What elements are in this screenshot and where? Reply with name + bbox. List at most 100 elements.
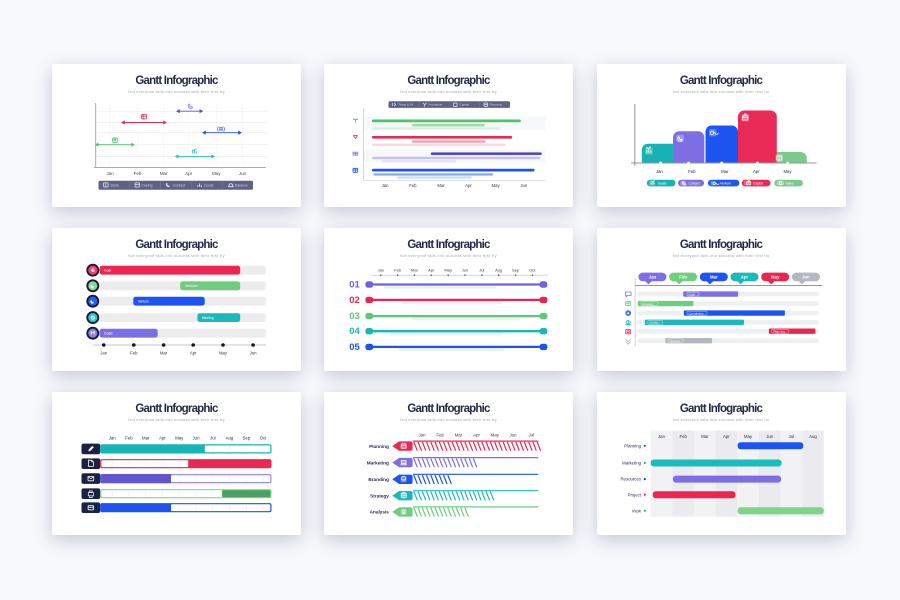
svg-text:Mar: Mar [709, 275, 717, 280]
svg-text:Contact: Contact [688, 181, 699, 185]
svg-text:Planning: Planning [624, 443, 641, 448]
svg-text:Temp & All: Temp & All [399, 103, 414, 107]
svg-text:Branding: Branding [368, 477, 389, 482]
svg-text:(⚖): (⚖) [217, 126, 225, 132]
svg-text:May: May [212, 171, 221, 176]
svg-text:Jun: Jun [239, 171, 247, 176]
svg-text:Apr: Apr [190, 351, 197, 356]
svg-text:Quality: Quality [649, 321, 659, 325]
svg-text:Jan: Jan [378, 267, 384, 272]
svg-text:Mar: Mar [455, 433, 463, 438]
svg-text:Mar: Mar [701, 434, 709, 439]
svg-text:Venture: Venture [669, 339, 680, 343]
svg-text:Apr: Apr [723, 434, 730, 439]
svg-text:Jun: Jun [510, 433, 518, 438]
svg-text:Aug: Aug [495, 267, 502, 272]
svg-text:Jul: Jul [210, 435, 216, 440]
svg-text:Apr: Apr [465, 183, 472, 188]
svg-text:Feb: Feb [125, 435, 133, 440]
svg-text:May: May [219, 351, 228, 356]
svg-text:Jan: Jan [419, 433, 427, 438]
svg-text:Aug: Aug [226, 435, 234, 440]
svg-text:Feb: Feb [130, 351, 138, 356]
svg-text:Animation: Animation [429, 103, 443, 107]
svg-text:Jul: Jul [479, 267, 484, 272]
svg-text:Feb: Feb [436, 433, 444, 438]
svg-text:Goals: Goals [204, 184, 213, 188]
svg-text:Sales: Sales [785, 181, 793, 185]
svg-text:Feb: Feb [688, 169, 696, 174]
svg-text:Feb: Feb [679, 434, 687, 439]
svg-text:Goals: Goals [104, 332, 113, 336]
svg-text:Planning: Planning [773, 329, 785, 333]
svg-text:Jul: Jul [528, 433, 534, 438]
svg-text:03: 03 [349, 311, 360, 322]
svg-text:Apr: Apr [473, 433, 480, 438]
svg-text:Capital: Capital [460, 103, 470, 107]
svg-text:Completion: Completion [688, 311, 704, 315]
svg-text:Analysis: Analysis [370, 510, 390, 515]
svg-text:Jul: Jul [788, 434, 794, 439]
svg-text:May: May [783, 169, 792, 174]
svg-text:Jun: Jun [250, 351, 258, 356]
svg-text:Mar: Mar [160, 171, 168, 176]
svg-text:May: May [444, 267, 452, 272]
svg-text:Mar: Mar [721, 169, 729, 174]
svg-text:Aug: Aug [809, 434, 817, 439]
svg-text:Apr: Apr [752, 169, 759, 174]
svg-text:Strategy: Strategy [370, 493, 389, 498]
svg-text:Apr: Apr [740, 275, 748, 280]
svg-text:Goal: Goal [104, 269, 111, 273]
svg-text:May: May [491, 433, 500, 438]
svg-text:Apr: Apr [185, 171, 193, 176]
svg-text:Planning: Planning [490, 103, 502, 107]
svg-text:Feb: Feb [134, 171, 142, 176]
svg-text:Venture: Venture [138, 300, 150, 304]
svg-text:Jun: Jun [766, 434, 774, 439]
svg-text:04: 04 [349, 326, 360, 337]
svg-text:Planning: Planning [369, 444, 389, 449]
svg-text:Strategy: Strategy [642, 302, 654, 306]
svg-text:Jun: Jun [462, 267, 468, 272]
svg-text:Marketing: Marketing [367, 460, 389, 465]
svg-text:Jun: Jun [193, 435, 201, 440]
svg-text:Oct: Oct [260, 435, 267, 440]
svg-text:Jan: Jan [109, 435, 117, 440]
svg-text:May: May [744, 434, 753, 439]
svg-text:Apr: Apr [428, 267, 435, 272]
svg-text:Feb: Feb [679, 275, 687, 280]
svg-text:Feb: Feb [409, 183, 417, 188]
svg-text:Jan: Jan [382, 183, 390, 188]
svg-text:May: May [771, 275, 780, 280]
svg-text:Meeting: Meeting [202, 316, 214, 320]
svg-text:Balance: Balance [235, 184, 248, 188]
svg-text:Jun: Jun [802, 275, 810, 280]
svg-text:Goals: Goals [658, 181, 667, 185]
svg-text:Sep: Sep [512, 267, 520, 272]
svg-text:Casing: Casing [142, 184, 153, 188]
svg-text:Jan: Jan [658, 434, 666, 439]
svg-text:Jan: Jan [106, 171, 114, 176]
svg-text:Sep: Sep [242, 435, 250, 440]
svg-text:Project: Project [627, 492, 641, 497]
svg-text:View: View [631, 508, 641, 513]
svg-text:May: May [175, 435, 184, 440]
svg-text:Mar: Mar [142, 435, 150, 440]
svg-text:Oct: Oct [529, 267, 536, 272]
svg-text:Jan: Jan [648, 275, 656, 280]
svg-text:Apr: Apr [159, 435, 166, 440]
svg-text:Feb: Feb [394, 267, 402, 272]
svg-text:Capital: Capital [753, 181, 763, 185]
svg-text:Resources: Resources [620, 477, 641, 482]
svg-text:Contact: Contact [173, 184, 185, 188]
svg-text:May: May [492, 183, 501, 188]
svg-text:Ventures: Ventures [185, 284, 198, 288]
svg-text:Mar: Mar [411, 267, 419, 272]
svg-text:Store: Store [111, 184, 119, 188]
svg-text:02: 02 [349, 295, 360, 306]
svg-text:Marketing: Marketing [622, 461, 641, 466]
svg-text:01: 01 [349, 280, 360, 291]
svg-text:Jan: Jan [655, 169, 663, 174]
svg-text:Venture: Venture [720, 181, 731, 185]
svg-text:Jan: Jan [100, 351, 108, 356]
